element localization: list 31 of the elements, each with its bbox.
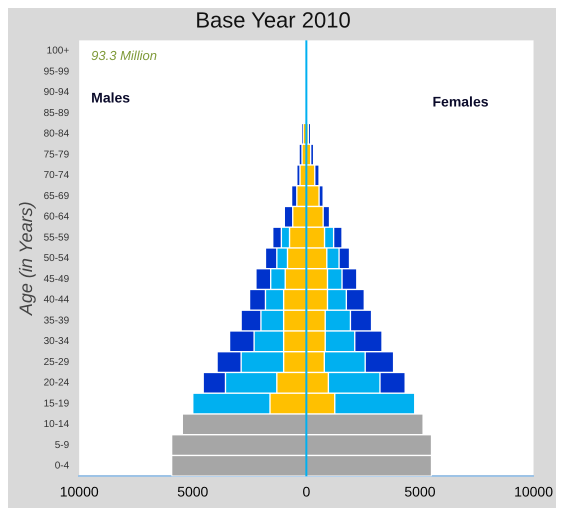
y-tick-label: 85-89 xyxy=(44,108,70,119)
y-tick-label: 100+ xyxy=(46,46,70,57)
y-tick-label: 15-19 xyxy=(44,398,70,410)
annotation: Females xyxy=(432,93,489,110)
annotation: 93.3 Million xyxy=(91,48,157,64)
y-tick-label: 50-54 xyxy=(44,253,70,264)
y-tick-label: 35-39 xyxy=(44,315,70,326)
y-tick-label: 70-74 xyxy=(44,170,70,182)
y-tick-label: 80-84 xyxy=(44,128,70,140)
y-tick-label: 75-79 xyxy=(44,149,70,160)
y-tick-label: 45-49 xyxy=(44,274,70,285)
y-tick-label: 55-59 xyxy=(44,232,70,244)
y-tick-label: 25-29 xyxy=(44,356,70,368)
y-tick-label: 5-9 xyxy=(54,440,70,451)
y-tick-label: 90-94 xyxy=(44,87,70,98)
chart-title: Base Year 2010 xyxy=(195,7,351,32)
y-tick-label: 30-34 xyxy=(44,336,70,348)
y-tick-label: 40-44 xyxy=(44,294,70,306)
x-tick-label: 5000 xyxy=(177,483,209,500)
y-tick-label: 0-4 xyxy=(54,460,70,472)
x-tick-label: 10000 xyxy=(60,483,99,500)
y-tick-label: 60-64 xyxy=(44,212,70,223)
y-tick-label: 10-14 xyxy=(44,419,70,430)
y-tick-label: 95-99 xyxy=(44,66,70,78)
x-tick-label: 10000 xyxy=(514,483,554,500)
y-tick-label: 20-24 xyxy=(44,378,70,389)
y-tick-label: 65-69 xyxy=(44,190,70,202)
x-tick-label: 0 xyxy=(302,483,310,500)
annotation: Males xyxy=(91,89,130,106)
x-tick-label: 5000 xyxy=(404,483,436,500)
y-axis-title: Age (in Years) xyxy=(16,201,36,316)
